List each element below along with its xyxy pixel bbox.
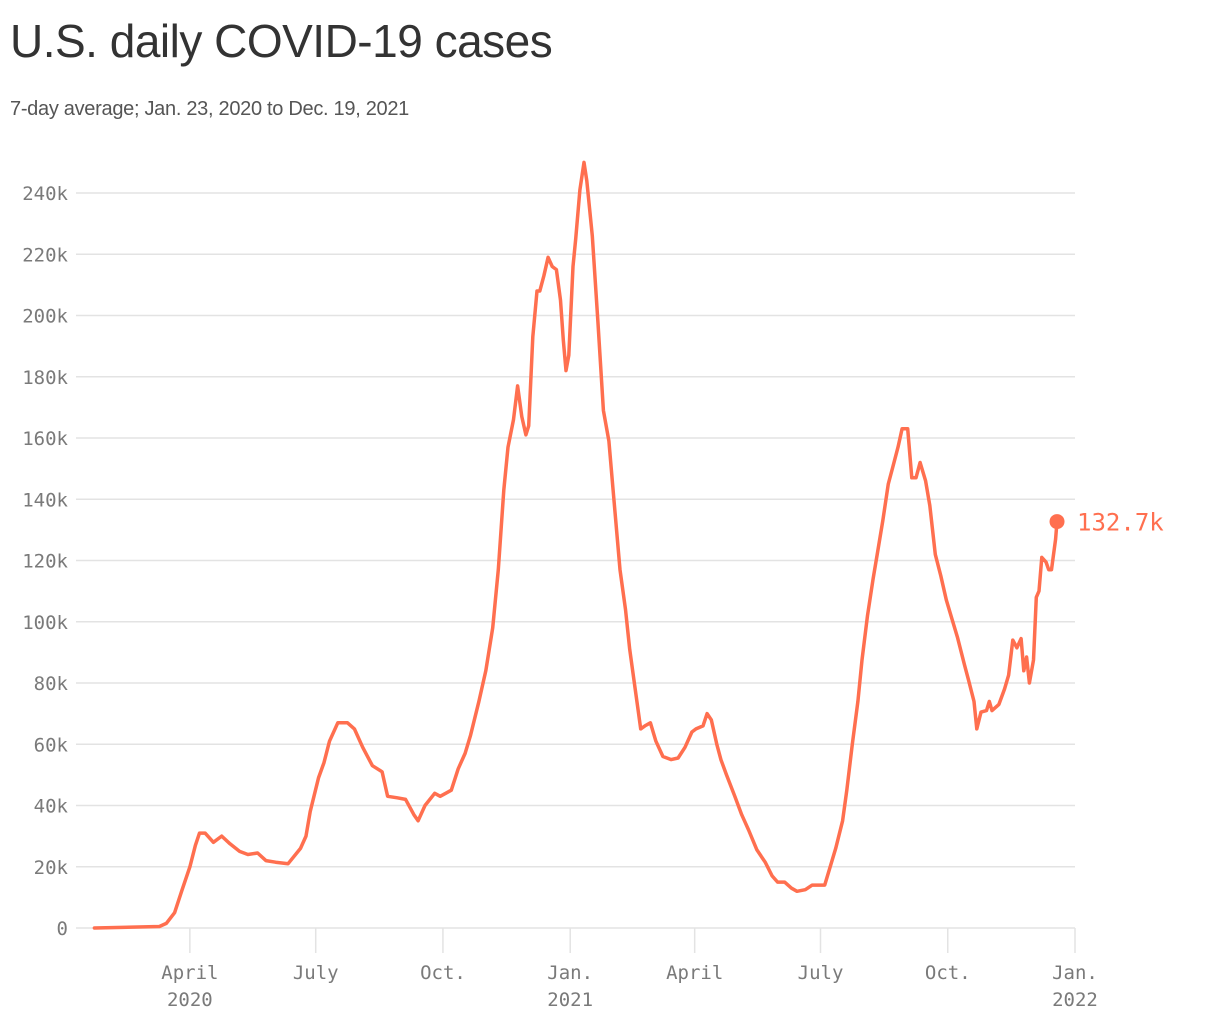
x-tick-label: Oct.	[925, 962, 971, 984]
y-tick-label: 160k	[22, 428, 68, 450]
data-series	[92, 160, 1059, 930]
gridlines	[76, 192, 1075, 929]
end-point-dot	[1049, 514, 1065, 530]
x-tick-label: July	[293, 962, 339, 984]
y-tick-label: 40k	[34, 796, 69, 818]
x-tick-label: Jan.	[547, 962, 593, 984]
y-tick-label: 200k	[22, 306, 68, 328]
chart-subtitle: 7-day average; Jan. 23, 2020 to Dec. 19,…	[10, 98, 410, 120]
cases-line	[92, 160, 1059, 930]
y-tick-label: 120k	[22, 551, 68, 573]
y-tick-label: 60k	[34, 734, 69, 756]
y-tick-label: 80k	[34, 673, 69, 695]
x-tick-label: Oct.	[420, 962, 466, 984]
y-tick-label: 220k	[22, 244, 68, 266]
x-tick-label: April	[666, 962, 723, 984]
x-axis: April 2020 July Oct. Jan. 2021 April July Oct. Ja…	[161, 928, 1098, 1011]
end-annotation: 132.7k	[1049, 509, 1164, 537]
x-tick-label: July	[798, 962, 844, 984]
end-value-label: 132.7k	[1077, 509, 1164, 537]
x-tick-year: 2021	[547, 989, 593, 1011]
x-tick-label: Jan.	[1052, 962, 1098, 984]
y-tick-label: 180k	[22, 367, 68, 389]
y-tick-label: 0	[57, 918, 68, 940]
y-axis: 0 20k 40k 60k 80k 100k 120k 140k 160k 180k 200k 220…	[22, 183, 68, 940]
x-tick-year: 2020	[167, 989, 213, 1011]
y-tick-label: 20k	[34, 857, 69, 879]
y-tick-label: 140k	[22, 489, 68, 511]
chart-title: U.S. daily COVID-19 cases	[10, 15, 553, 67]
y-tick-label: 100k	[22, 612, 68, 634]
x-tick-label: April	[161, 962, 218, 984]
y-tick-label: 240k	[22, 183, 68, 205]
x-tick-year: 2022	[1052, 989, 1098, 1011]
